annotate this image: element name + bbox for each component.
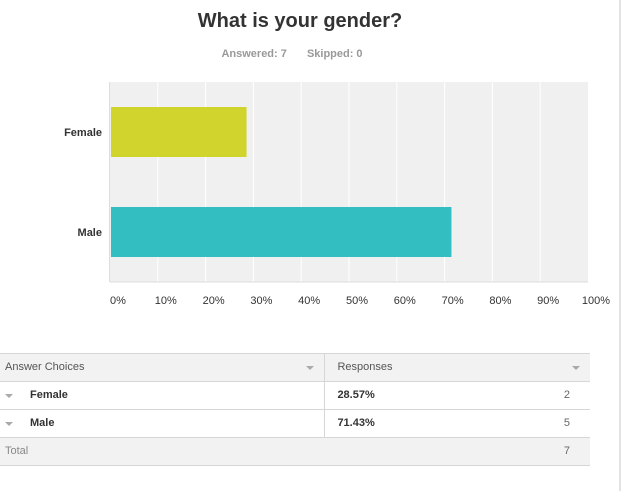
total-count: 7 (563, 445, 570, 457)
x-tick-label: 70% (442, 295, 464, 307)
row-label-male: Male (30, 417, 55, 429)
responses-header[interactable]: Responses (324, 353, 590, 382)
skipped-count: 0 (356, 48, 363, 60)
table-total-row: Total 7 (0, 437, 590, 466)
sort-caret-icon[interactable] (306, 366, 315, 370)
y-category-label: Female (64, 127, 102, 139)
x-tick-label: 60% (394, 295, 416, 307)
x-tick-label: 30% (250, 295, 272, 307)
answer-choices-header[interactable]: Answer Choices (0, 353, 326, 382)
y-category-label: Male (78, 227, 102, 239)
x-tick-label: 10% (155, 295, 177, 307)
x-tick-label: 20% (203, 295, 225, 307)
question-title: What is your gender? (197, 10, 403, 32)
window-edge (619, 0, 621, 491)
answered-label: Answered: (221, 48, 278, 60)
x-tick-label: 80% (489, 295, 511, 307)
row-percent-female: 28.57% (337, 389, 375, 401)
table-header-row: Answer Choices Responses (0, 353, 590, 382)
row-count-female: 2 (563, 389, 570, 401)
skipped-label: Skipped: (306, 48, 354, 60)
row-expand-caret-icon[interactable] (5, 394, 13, 398)
sort-caret-icon[interactable] (572, 366, 580, 370)
row-expand-caret-icon[interactable] (5, 422, 13, 426)
bar-chart: 0% 10% 20% 30% 40% 50% 60% 70% 80% 90% 100% Female M… (64, 82, 610, 307)
x-tick-label: 100% (582, 295, 610, 307)
x-tick-label: 90% (537, 295, 559, 307)
total-label: Total (5, 445, 29, 457)
row-count-male: 5 (563, 417, 570, 429)
table-row: Female 28.57% 2 (0, 381, 590, 410)
answered-count: 7 (280, 48, 287, 60)
bar-male (111, 207, 452, 257)
response-summary: Answered: 7 Skipped: 0 (0, 48, 584, 60)
x-tick-label: 0% (110, 295, 126, 307)
bar-female (111, 107, 247, 157)
table-row: Male 71.43% 5 (0, 409, 590, 438)
x-tick-label: 40% (298, 295, 320, 307)
x-tick-label: 50% (346, 295, 368, 307)
response-table: Answer Choices Responses Female 28.57% 2… (0, 353, 590, 466)
row-percent-male: 71.43% (337, 417, 375, 429)
row-label-female: Female (30, 389, 68, 401)
